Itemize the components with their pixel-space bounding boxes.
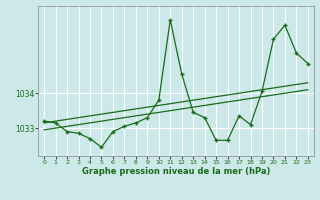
X-axis label: Graphe pression niveau de la mer (hPa): Graphe pression niveau de la mer (hPa) [82,167,270,176]
